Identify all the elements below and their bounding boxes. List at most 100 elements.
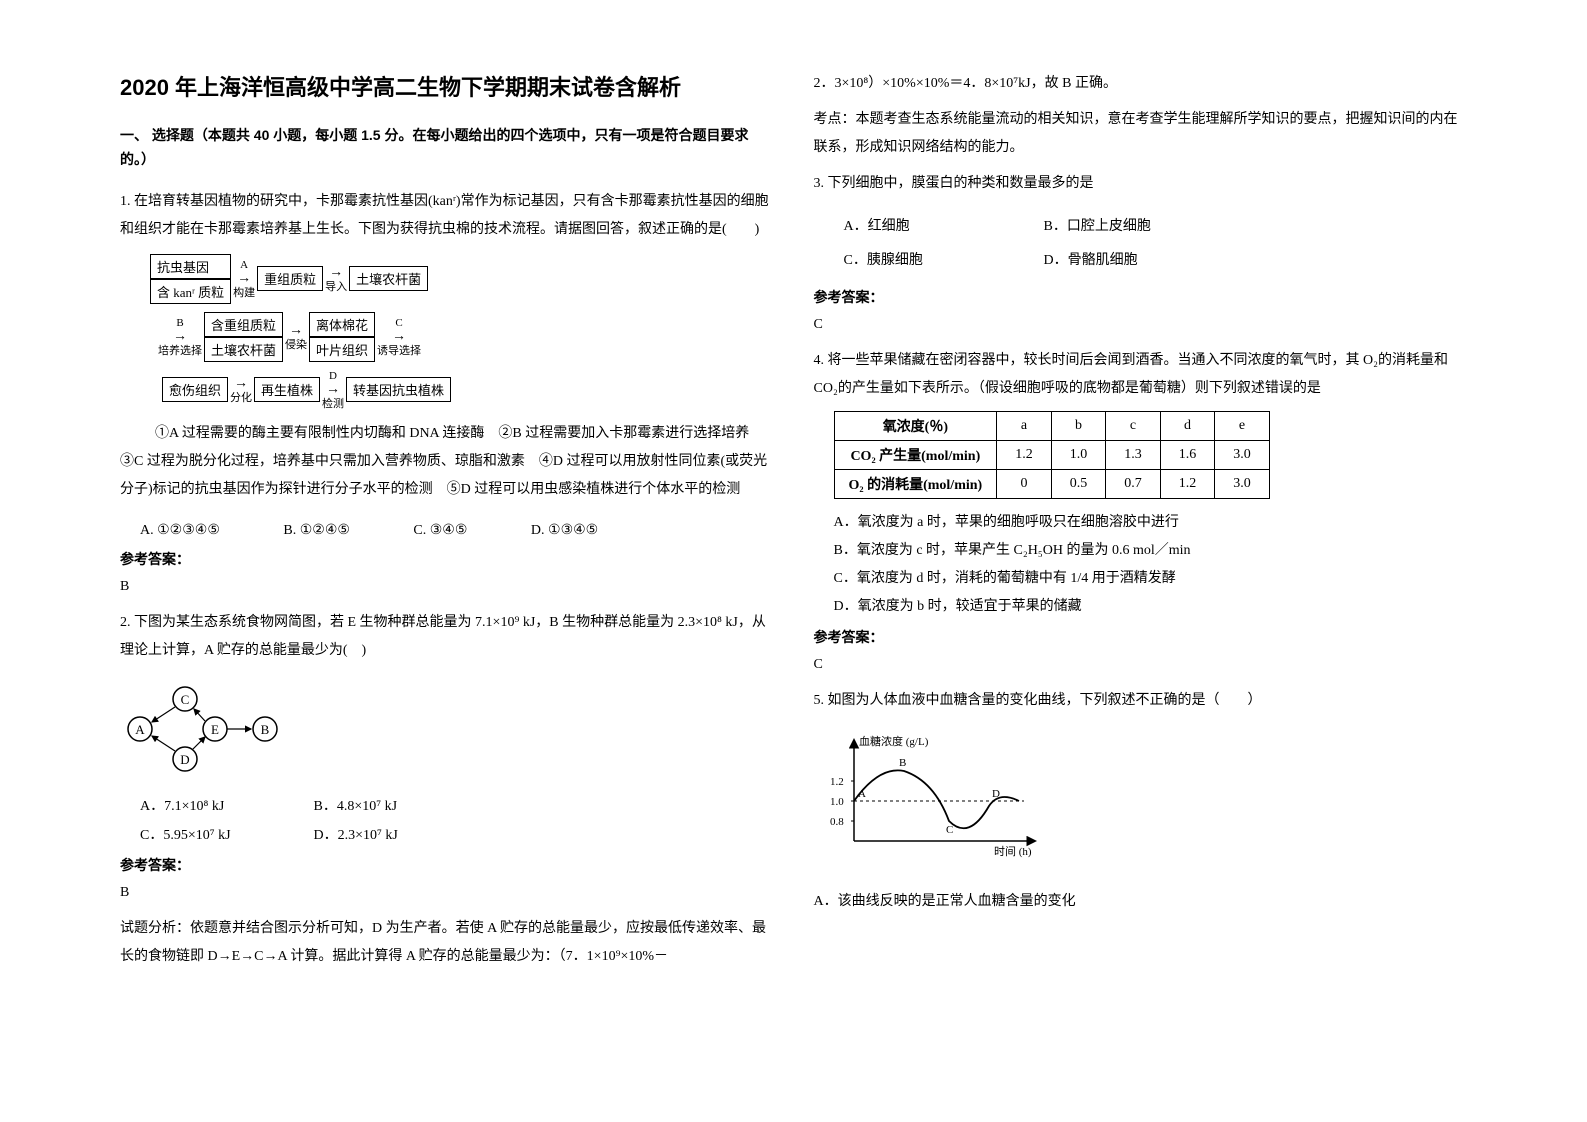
q4-r2c1: 0 [997,470,1052,499]
q5-tick-12: 1.2 [830,776,844,788]
q2-cont: 2．3×10⁸）×10%×10%＝4．8×10⁷kJ，故 B 正确。 [814,70,1468,98]
q4-opt-d: D．氧浓度为 b 时，较适宜于苹果的储藏 [834,593,1468,621]
q4-h3: c [1106,412,1161,441]
q4-r1c3: 1.3 [1106,441,1161,470]
q4-r2c4: 1.2 [1160,470,1215,499]
q2-node-b: B [261,722,270,737]
q1-label-diff: 分化 [230,392,252,404]
q1-opt-d: D. ①③④⑤ [531,518,598,543]
q4-ans-heading: 参考答案： [814,627,1468,647]
table-row: CO₂ 产生量(mol/min) 1.2 1.0 1.3 1.6 3.0 [834,441,1269,470]
q3-opt-d: D．骨骼肌细胞 [1044,244,1244,278]
q1-node-plasmid: 重组质粒 [257,266,323,291]
arrow-right-icon: → [326,382,340,398]
arrow-right-icon: → [237,271,251,287]
q5-tick-10: 1.0 [830,796,844,808]
q4-opt-c: C．氧浓度为 d 时，消耗的葡萄糖中有 1/4 用于酒精发酵 [834,565,1468,593]
arrow-right-icon: → [392,329,406,345]
q3-options: A．红细胞 B．口腔上皮细胞 C．胰腺细胞 D．骨骼肌细胞 [844,210,1468,277]
q2-graph: A C D E B [120,679,290,779]
q4-r2c3: 0.7 [1106,470,1161,499]
q5-label-c: C [946,824,953,836]
q1-opt-b: B. ①②④⑤ [283,518,350,543]
q1-node-antigene: 抗虫基因 [150,254,231,279]
q2-analysis: 试题分析：依题意并结合图示分析可知，D 为生产者。若使 A 贮存的总能量最少，应… [120,915,774,971]
q5-opt-a: A．该曲线反映的是正常人血糖含量的变化 [814,888,1468,916]
q4-r2c0: O₂ 的消耗量(mol/min) [834,470,997,499]
q3-opt-a: A．红细胞 [844,210,1044,244]
q1-answer: B [120,579,774,595]
q4-r1c1: 1.2 [997,441,1052,470]
arrow-right-icon: → [234,376,248,392]
q5-label-d: D [992,788,1000,800]
q1-node-agro: 土壤农杆菌 [349,266,428,291]
q2-kaodian: 考点：本题考查生态系统能量流动的相关知识，意在考查学生能理解所学知识的要点，把握… [814,106,1468,162]
q5-text: 5. 如图为人体血液中血糖含量的变化曲线，下列叙述不正确的是（ ） [814,687,1468,715]
arrow-right-icon: → [173,329,187,345]
q3-ans-heading: 参考答案： [814,287,1468,307]
arrow-right-icon: → [329,265,343,281]
q1-node-callus: 愈伤组织 [162,377,228,402]
q4-r1c2: 1.0 [1051,441,1106,470]
q4-r1c5: 3.0 [1215,441,1270,470]
q5-ylabel: 血糖浓度 (g/L) [859,734,929,748]
left-column: 2020 年上海洋恒高级中学高二生物下学期期末试卷含解析 一、 选择题（本题共 … [100,70,794,1082]
q1-flowchart: 抗虫基因 含 kanʳ 质粒 A → 构建 重组质粒 → 导入 土壤农杆菌 B … [150,254,774,410]
q2-opt-d: D．2.3×10⁷ kJ [314,828,398,843]
q1-label-induce: 诱导选择 [377,345,421,357]
q1-opt-c: C. ③④⑤ [413,518,467,543]
q1-ans-heading: 参考答案： [120,549,774,569]
q1-node-regen: 再生植株 [254,377,320,402]
q2-node-a: A [135,722,145,737]
exam-title: 2020 年上海洋恒高级中学高二生物下学期期末试卷含解析 [120,70,774,102]
q1-label-build: 构建 [233,287,255,299]
q1-options: A. ①②③④⑤ B. ①②④⑤ C. ③④⑤ D. ①③④⑤ [140,518,774,543]
q2-node-d: D [180,752,189,767]
q1-label-import: 导入 [325,281,347,293]
q2-opts-row2: C．5.95×10⁷ kJ D．2.3×10⁷ kJ [140,823,774,850]
q4-r1c4: 1.6 [1160,441,1215,470]
q4-h1: a [997,412,1052,441]
q4-h5: e [1215,412,1270,441]
q2-text: 2. 下图为某生态系统食物网简图，若 E 生物种群总能量为 7.1×10⁹ kJ… [120,609,774,665]
q2-ans-heading: 参考答案： [120,855,774,875]
q1-label-b: B [176,317,183,329]
table-row: O₂ 的消耗量(mol/min) 0 0.5 0.7 1.2 3.0 [834,470,1269,499]
q1-label-a: A [240,259,248,271]
q1-node-trans: 转基因抗虫植株 [346,377,451,402]
q2-answer: B [120,885,774,901]
q1-label-detect: 检测 [322,398,344,410]
q4-answer: C [814,657,1468,673]
q2-opt-c: C．5.95×10⁷ kJ [140,823,310,850]
q5-label-b: B [899,757,906,769]
q1-node-recomb: 含重组质粒 [204,312,283,337]
table-row: 氧浓度(％) a b c d e [834,412,1269,441]
q4-r2c5: 3.0 [1215,470,1270,499]
q1-node-leaf: 叶片组织 [309,337,375,362]
q5-label-a: A [858,788,866,800]
right-column: 2．3×10⁸）×10%×10%＝4．8×10⁷kJ，故 B 正确。 考点：本题… [794,70,1488,1082]
q1-label-d: D [329,370,337,382]
q1-text: 1. 在培育转基因植物的研究中，卡那霉素抗性基因(kanʳ)常作为标记基因，只有… [120,188,774,244]
q4-opt-b: B．氧浓度为 c 时，苹果产生 C₂H₅OH 的量为 0.6 mol／min [834,537,1468,565]
q3-opt-c: C．胰腺细胞 [844,244,1044,278]
q1-label-infect: 侵染 [285,339,307,351]
q2-opt-b: B．4.8×10⁷ kJ [314,799,398,814]
q1-label-c: C [395,317,402,329]
q4-r2c2: 0.5 [1051,470,1106,499]
q1-opt-a: A. ①②③④⑤ [140,518,220,543]
q1-node-cotton: 离体棉花 [309,312,375,337]
q1-node-agro2: 土壤农杆菌 [204,337,283,362]
q5-xlabel: 时间 (h) [994,845,1032,858]
q5-tick-08: 0.8 [830,816,844,828]
q4-r1c0: CO₂ 产生量(mol/min) [834,441,997,470]
q2-opt-a: A．7.1×10⁸ kJ [140,794,310,821]
q4-text: 4. 将一些苹果储藏在密闭容器中，较长时间后会闻到酒香。当通入不同浓度的氧气时，… [814,347,1468,403]
q4-h4: d [1160,412,1215,441]
q2-node-e: E [211,722,219,737]
q3-text: 3. 下列细胞中，膜蛋白的种类和数量最多的是 [814,170,1468,198]
q2-opts-row1: A．7.1×10⁸ kJ B．4.8×10⁷ kJ [140,794,774,821]
q1-node-kan: 含 kanʳ 质粒 [150,279,231,304]
arrow-right-icon: → [289,323,303,339]
q2-node-c: C [181,692,190,707]
